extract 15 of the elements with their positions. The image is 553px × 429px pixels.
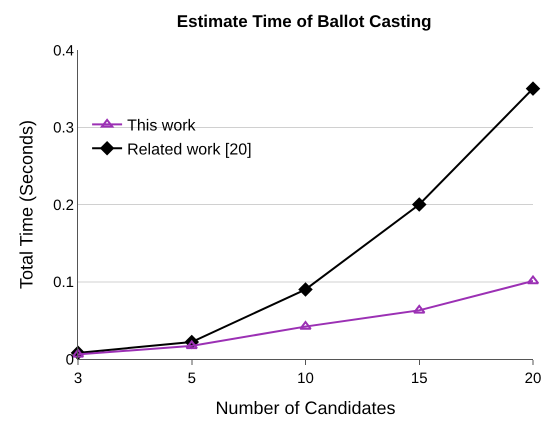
y-tick-label: 0: [66, 351, 74, 368]
x-tick-label: 10: [297, 370, 314, 387]
x-tick-label: 5: [188, 370, 196, 387]
x-tick-label: 15: [410, 370, 428, 387]
chart-title: Estimate Time of Ballot Casting: [176, 12, 432, 31]
legend-label: This work: [127, 118, 197, 135]
y-tick-label: 0.1: [53, 274, 74, 291]
x-axis-title: Number of Candidates: [215, 398, 396, 418]
x-tick-label: 20: [524, 370, 542, 387]
y-axis-title: Total Time (Seconds): [16, 120, 36, 290]
y-tick-label: 0.4: [53, 42, 74, 60]
legend-label: Related work [20]: [127, 141, 252, 158]
y-tick-label: 0.2: [53, 196, 74, 214]
y-tick-label: 0.3: [53, 120, 74, 136]
x-tick-label: 3: [74, 370, 82, 387]
